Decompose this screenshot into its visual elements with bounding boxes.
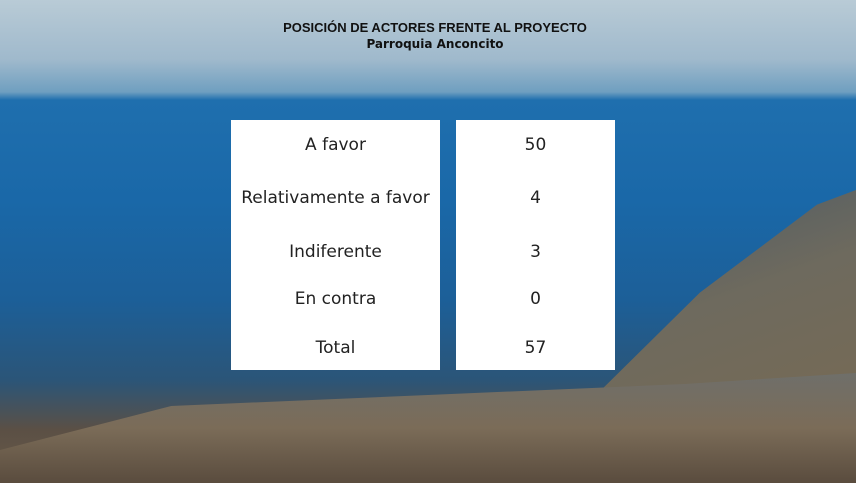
header: POSICIÓN DE ACTORES FRENTE AL PROYECTO P… [0, 20, 856, 51]
label-column: A favor Relativamente a favor Indiferente E… [231, 120, 440, 370]
row-label: En contra [231, 289, 440, 309]
row-label: Total [231, 338, 440, 358]
row-value: 50 [456, 135, 615, 155]
town-image [0, 373, 856, 483]
row-value: 3 [456, 242, 615, 262]
row-value: 57 [456, 338, 615, 358]
row-value: 4 [456, 188, 615, 208]
row-label: Relativamente a favor [231, 188, 440, 208]
subtitle: Parroquia Anconcito [0, 37, 856, 51]
row-label: A favor [231, 135, 440, 155]
row-label: Indiferente [231, 242, 440, 262]
slide: POSICIÓN DE ACTORES FRENTE AL PROYECTO P… [0, 0, 856, 483]
value-column: 50 4 3 0 57 [456, 120, 615, 370]
title: POSICIÓN DE ACTORES FRENTE AL PROYECTO [0, 20, 856, 35]
row-value: 0 [456, 289, 615, 309]
